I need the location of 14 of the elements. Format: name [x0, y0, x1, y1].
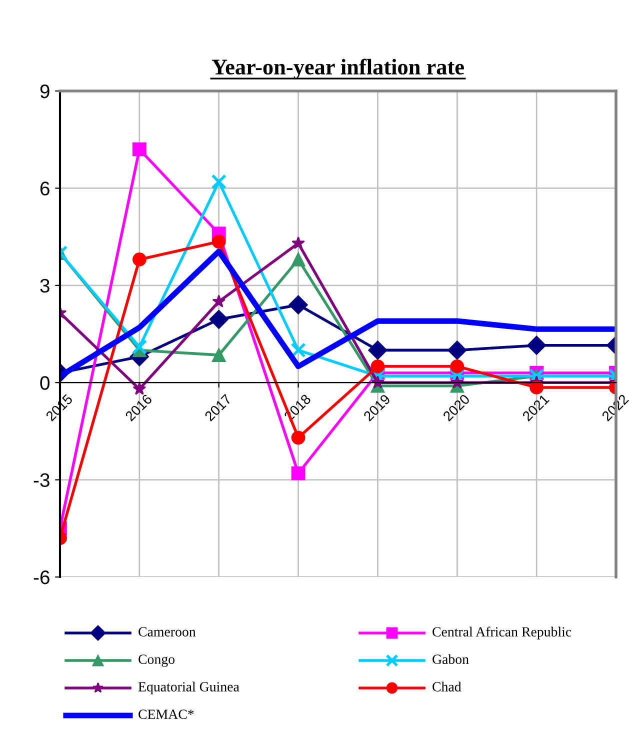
y-tick-label: 3 — [40, 278, 50, 293]
legend-label: CEMAC* — [138, 710, 194, 719]
chart-title: Year-on-year inflation rate — [212, 58, 464, 80]
y-tick-label: 6 — [40, 182, 50, 196]
y-tick-label: 0 — [40, 376, 50, 390]
legend-label: Gabon — [432, 654, 469, 664]
legend-label: Cameroon — [138, 627, 196, 636]
y-tick-label: -3 — [34, 473, 50, 488]
legend-label: Equatorial Guinea — [138, 682, 240, 694]
y-tick-label: 9 — [40, 84, 50, 98]
legend-label: Congo — [138, 654, 175, 667]
legend-label: Chad — [432, 682, 462, 692]
y-tick-label: -6 — [34, 570, 50, 584]
legend-label: Central African Republic — [432, 626, 572, 640]
